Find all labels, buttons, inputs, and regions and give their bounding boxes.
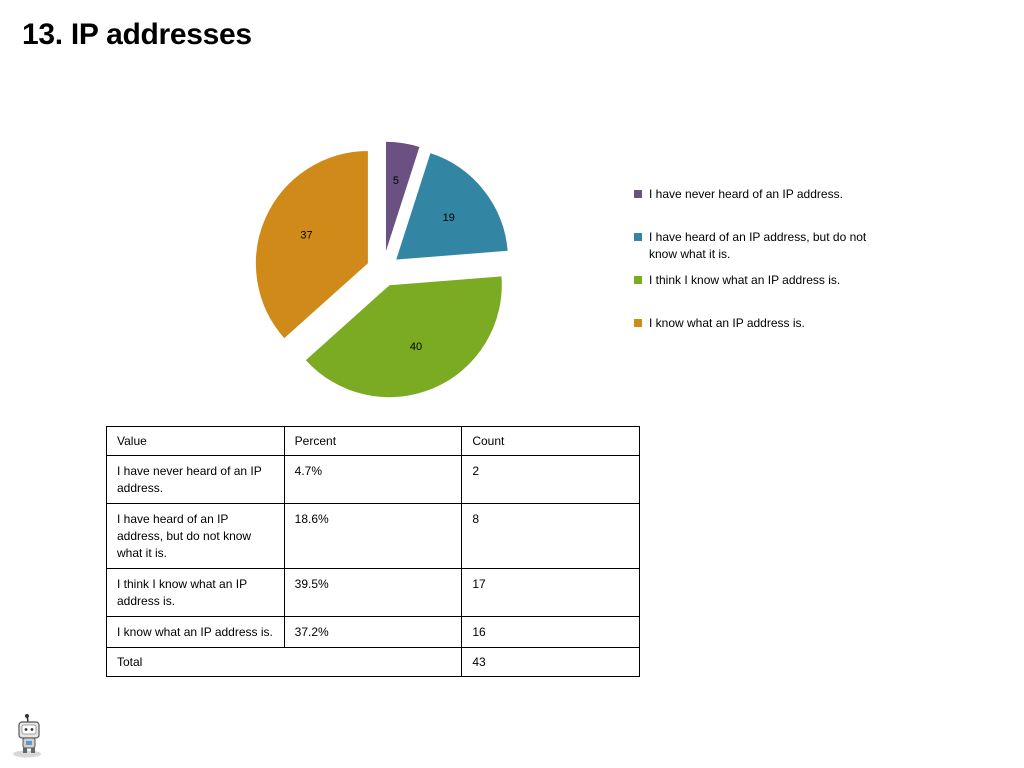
cell-percent: 39.5%: [283, 568, 463, 617]
cell-value: I have heard of an IP address, but do no…: [106, 503, 285, 569]
cell-value: I think I know what an IP address is.: [106, 568, 285, 617]
slice-data-label: 19: [443, 212, 455, 224]
legend-swatch: [634, 276, 642, 284]
table-row: I have never heard of an IP address. 4.7…: [106, 455, 640, 504]
cell-value: I know what an IP address is.: [106, 616, 285, 648]
legend-swatch: [634, 190, 642, 198]
legend-swatch: [634, 319, 642, 327]
legend-item: I think I know what an IP address is.: [634, 272, 874, 289]
legend-item: I have heard of an IP address, but do no…: [634, 229, 874, 263]
header-percent: Percent: [283, 426, 463, 456]
results-table: Value Percent Count I have never heard o…: [105, 426, 640, 677]
pie-chart: 5 19 40 37: [254, 140, 509, 399]
table-header-row: Value Percent Count: [106, 426, 640, 456]
slide-title: 13. IP addresses: [22, 18, 252, 51]
legend-label: I think I know what an IP address is.: [649, 273, 841, 287]
legend-label: I know what an IP address is.: [649, 316, 805, 330]
cell-percent: 18.6%: [283, 503, 463, 569]
robot-mascot-icon: [13, 714, 41, 758]
pie-slice: [384, 140, 421, 255]
total-count: 43: [461, 647, 640, 677]
total-label: Total: [105, 647, 463, 677]
header-value: Value: [106, 426, 285, 456]
table-total-row: Total 43: [105, 647, 640, 677]
slice-data-label: 37: [300, 230, 312, 242]
cell-count: 16: [461, 616, 640, 648]
legend-label: I have never heard of an IP address.: [649, 187, 843, 201]
cell-value: I have never heard of an IP address.: [106, 455, 285, 504]
table-row: I know what an IP address is. 37.2% 16: [106, 616, 640, 648]
pie-slice: [304, 275, 503, 399]
legend-label: I have heard of an IP address, but do no…: [649, 230, 867, 261]
cell-percent: 4.7%: [283, 455, 463, 504]
legend-swatch: [634, 233, 642, 241]
legend-item: I know what an IP address is.: [634, 315, 874, 332]
cell-percent: 37.2%: [283, 616, 463, 648]
slice-data-label: 40: [410, 341, 422, 353]
cell-count: 8: [461, 503, 640, 569]
header-count: Count: [461, 426, 640, 456]
table-row: I have heard of an IP address, but do no…: [106, 503, 640, 569]
slice-data-label: 5: [393, 175, 399, 187]
table-row: I think I know what an IP address is. 39…: [106, 568, 640, 617]
cell-count: 2: [461, 455, 640, 504]
cell-count: 17: [461, 568, 640, 617]
pie-slice: [394, 151, 509, 261]
legend-item: I have never heard of an IP address.: [634, 186, 874, 203]
pie-slice: [254, 149, 369, 340]
